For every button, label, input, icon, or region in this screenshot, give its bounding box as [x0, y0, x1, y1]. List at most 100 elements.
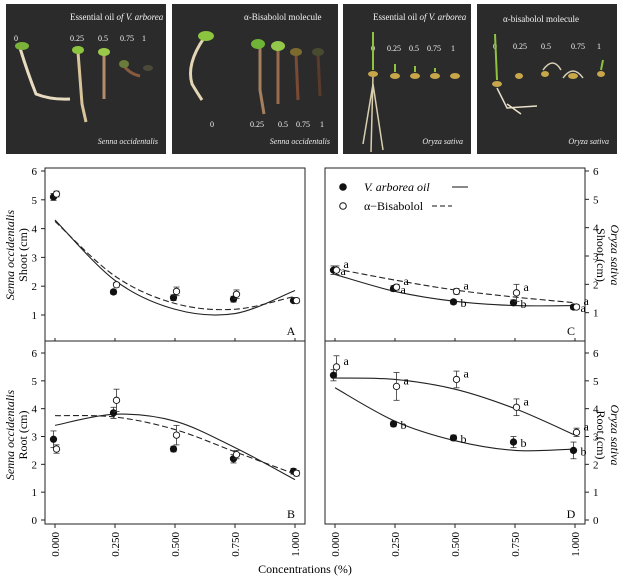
data-point-bisabolol — [172, 431, 181, 439]
photo-species-label: Oryza sativa — [422, 137, 463, 146]
significance-letter: a — [401, 283, 407, 297]
data-point-bisabolol — [392, 283, 401, 291]
photo-bisabolol-senna: α-Bisabolol molecule 0 0.25 0.5 0.75 1 S… — [172, 4, 338, 154]
y-tick-label: 4 — [32, 224, 38, 236]
data-point-bisabolol — [292, 296, 301, 305]
y-tick-label: 2 — [32, 459, 38, 471]
y-tick-label: 3 — [32, 432, 38, 444]
right-species-label-top: Oryza sativa — [608, 225, 622, 286]
y-tick-label: 5 — [32, 195, 38, 207]
photo-caption: Essential oil of V. arborea — [373, 12, 467, 22]
y-tick-label: 3 — [593, 251, 599, 263]
significance-letter: b — [521, 436, 527, 450]
x-tick-label: 0.250 — [110, 532, 122, 557]
significance-letter: a — [524, 280, 530, 294]
panel-frame-D — [324, 340, 586, 525]
y-tick-label: 0 — [32, 515, 38, 527]
y-tick-label: 5 — [593, 194, 599, 206]
data-point-bisabolol — [172, 287, 181, 296]
significance-letter: a — [344, 257, 350, 271]
significance-letter: a — [404, 373, 410, 387]
significance-letter: b — [521, 297, 527, 311]
significance-letter: b — [401, 418, 407, 432]
data-point-oil — [389, 420, 398, 428]
right-root-label: Root (cm) — [594, 411, 608, 460]
photo-conc-label: 0 — [14, 34, 18, 43]
y-tick-label: 6 — [32, 348, 38, 360]
significance-letter: b — [461, 432, 467, 446]
significance-letter: a — [464, 366, 470, 380]
y-tick-label: 1 — [32, 487, 38, 499]
legend: V. arborea oil α−Bisabolol — [339, 180, 468, 213]
x-tick-label: 0.750 — [230, 532, 242, 557]
y-tick-label: 3 — [593, 432, 599, 444]
significance-letter: a — [584, 419, 590, 433]
photo-conc-label: 0.25 — [513, 42, 527, 51]
photo-conc-label: 1 — [142, 34, 146, 43]
data-point-bisabolol — [452, 287, 461, 296]
panel-label-A: A — [287, 324, 296, 338]
y-tick-label: 6 — [32, 166, 38, 178]
seedlings-illustration — [362, 32, 460, 153]
data-point-oil — [329, 371, 338, 379]
data-point-oil — [109, 409, 118, 417]
y-tick-label: 4 — [593, 223, 599, 235]
data-point-oil — [569, 446, 578, 455]
y-tick-label: 0 — [593, 515, 599, 527]
legend-marker-oil — [339, 183, 347, 191]
x-tick-label: 0.250 — [390, 532, 402, 557]
data-point-oil — [109, 288, 118, 296]
y-tick-label: 1 — [593, 308, 599, 320]
data-point-bisabolol — [112, 281, 121, 289]
data-point-bisabolol — [52, 190, 61, 198]
y-tick-label: 6 — [593, 348, 599, 360]
significance-letter: a — [404, 274, 410, 288]
data-point-bisabolol — [512, 289, 521, 297]
y-tick-label: 4 — [32, 404, 38, 416]
y-tick-label: 3 — [32, 252, 38, 264]
significance-letter: a — [464, 278, 470, 292]
photo-conc-label: 0.5 — [278, 120, 288, 129]
panel-frame-A — [44, 167, 306, 342]
significance-letter: a — [581, 301, 587, 315]
panel-label-B: B — [287, 507, 295, 521]
y-tick-label: 1 — [32, 310, 38, 322]
fit-line-bisabolol — [54, 414, 296, 475]
x-axis-title: Concentrations (%) — [258, 562, 352, 576]
data-point-oil — [49, 435, 58, 443]
x-tick-label: 1.000 — [570, 532, 582, 557]
photo-oil-senna: Essential oil of V. arborea 0 0.25 0.5 0… — [6, 4, 166, 154]
data-point-bisabolol — [292, 469, 301, 477]
photo-species-label: Oryza sativa — [568, 137, 609, 146]
photo-conc-label: 0.25 — [250, 120, 264, 129]
data-point-oil — [449, 298, 458, 306]
y-tick-label: 2 — [32, 281, 38, 293]
photo-conc-label: 0.5 — [98, 34, 108, 43]
significance-letter: b — [461, 296, 467, 310]
photo-conc-label: 0.25 — [70, 34, 84, 43]
photo-conc-label: 1 — [451, 44, 455, 53]
right-shoot-label: Shoot (cm) — [594, 228, 608, 282]
data-point-bisabolol — [512, 403, 521, 411]
left-shoot-label: Shoot (cm) — [16, 228, 30, 282]
y-tick-label: 5 — [32, 376, 38, 388]
left-root-label: Root (cm) — [16, 411, 30, 460]
photo-conc-label: 0 — [210, 120, 214, 129]
data-point-bisabolol — [572, 428, 581, 436]
right-species-label-bottom: Oryza sativa — [608, 405, 622, 466]
data-point-bisabolol — [232, 290, 241, 298]
panel-label-C: C — [567, 324, 575, 338]
photo-conc-label: 0.75 — [571, 42, 585, 51]
x-tick-label: 0.000 — [50, 532, 62, 557]
significance-letter: a — [524, 394, 530, 408]
legend-label-bis: α−Bisabolol — [364, 199, 424, 213]
x-tick-label: 0.500 — [450, 532, 462, 557]
left-species-label-top: Senna occidentalis — [3, 210, 17, 301]
legend-label-oil: V. arborea oil — [364, 180, 430, 194]
photo-conc-label: 0.75 — [427, 44, 441, 53]
y-tick-label: 4 — [593, 404, 599, 416]
data-point-bisabolol — [332, 266, 341, 274]
panel-label-D: D — [567, 507, 576, 521]
photo-conc-label: 1 — [320, 120, 324, 129]
